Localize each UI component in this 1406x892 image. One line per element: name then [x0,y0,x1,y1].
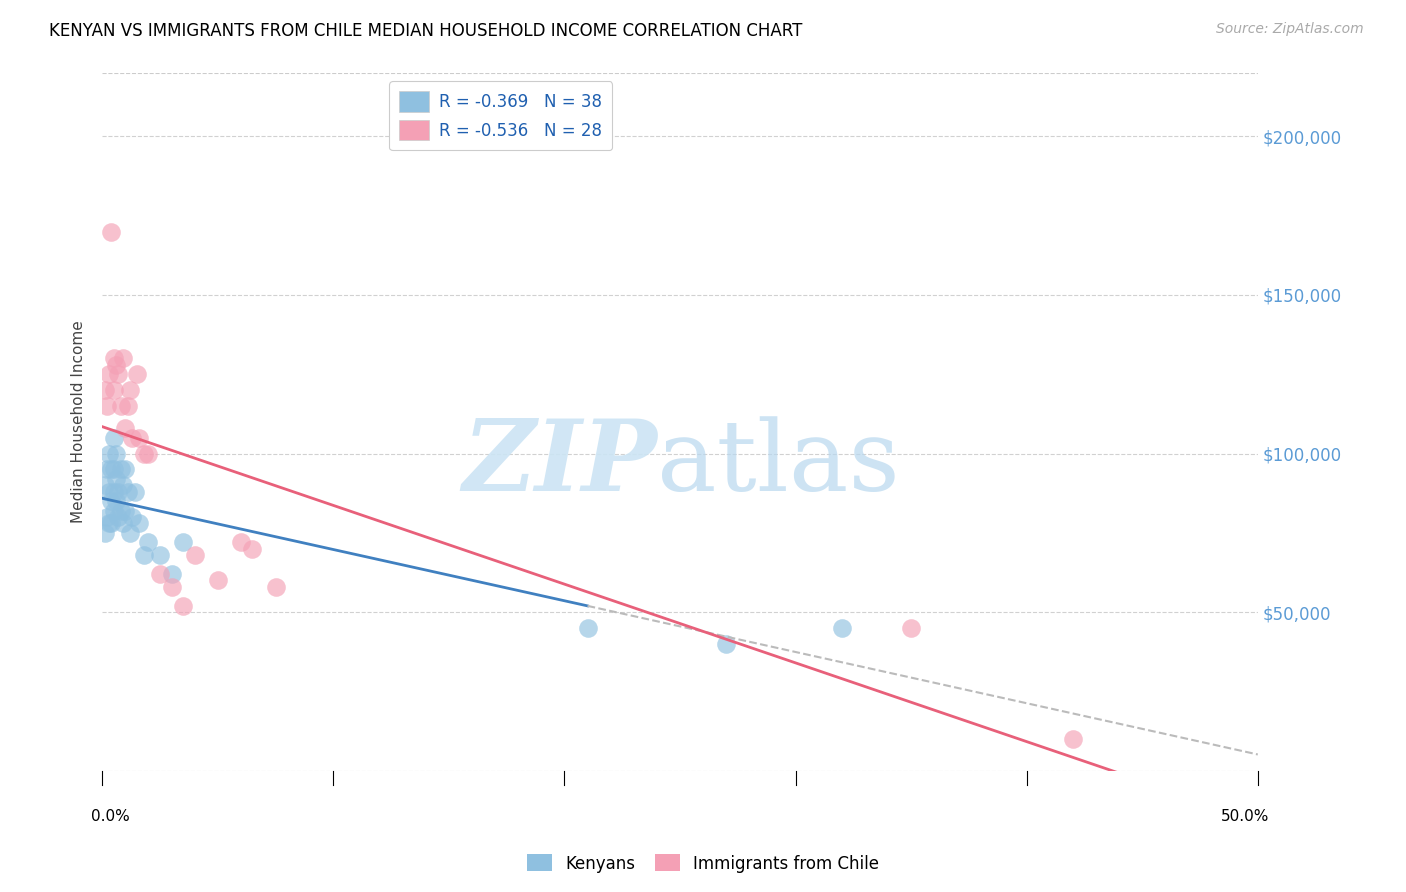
Point [110,399,132,413]
Point [103,351,125,366]
Point [93,383,115,397]
Point [124,484,146,499]
Point [103,383,125,397]
Point [111,478,134,492]
Point [107,484,129,499]
Point [114,421,136,435]
Text: ZIP: ZIP [463,416,657,512]
Point [105,446,128,460]
Point [107,368,129,382]
Point [207,574,229,588]
Point [98,368,121,382]
Point [149,548,172,562]
Point [96,399,118,413]
Point [128,431,150,445]
Point [98,446,121,460]
Point [900,621,922,635]
Point [93,478,115,492]
Point [100,225,122,239]
Point [114,503,136,517]
Text: atlas: atlas [657,416,900,512]
Point [98,484,121,499]
Point [121,431,143,445]
Point [100,516,122,531]
Point [132,548,155,562]
Point [716,637,738,651]
Point [105,472,128,486]
Point [242,541,264,556]
Point [831,621,853,635]
Point [103,431,125,445]
Point [118,525,141,540]
Point [138,446,160,460]
Point [118,383,141,397]
Point [172,599,194,613]
Point [100,462,122,476]
Text: Source: ZipAtlas.com: Source: ZipAtlas.com [1216,22,1364,37]
Point [149,567,172,582]
Point [138,535,160,549]
Point [103,462,125,476]
Point [121,510,143,524]
Point [117,399,139,413]
Point [172,535,194,549]
Point [183,548,205,562]
Point [100,494,122,508]
Point [96,462,118,476]
Point [128,516,150,531]
Point [1062,731,1084,746]
Legend: R = -0.369   N = 38, R = -0.536   N = 28: R = -0.369 N = 38, R = -0.536 N = 28 [389,81,613,151]
Point [98,516,121,531]
Point [114,462,136,476]
Text: KENYAN VS IMMIGRANTS FROM CHILE MEDIAN HOUSEHOLD INCOME CORRELATION CHART: KENYAN VS IMMIGRANTS FROM CHILE MEDIAN H… [49,22,803,40]
Point [107,510,129,524]
Point [229,535,252,549]
Y-axis label: Median Household Income: Median Household Income [72,320,86,524]
Text: 0.0%: 0.0% [90,809,129,824]
Point [160,580,183,594]
Point [110,462,132,476]
Point [96,510,118,524]
Point [132,446,155,460]
Point [93,525,115,540]
Point [264,580,287,594]
Point [125,368,148,382]
Point [160,567,183,582]
Legend: Kenyans, Immigrants from Chile: Kenyans, Immigrants from Chile [520,847,886,880]
Point [105,358,128,372]
Point [111,516,134,531]
Point [103,503,125,517]
Text: 50.0%: 50.0% [1220,809,1270,824]
Point [105,494,128,508]
Point [117,484,139,499]
Point [103,484,125,499]
Point [111,351,134,366]
Point [110,503,132,517]
Point [576,621,599,635]
